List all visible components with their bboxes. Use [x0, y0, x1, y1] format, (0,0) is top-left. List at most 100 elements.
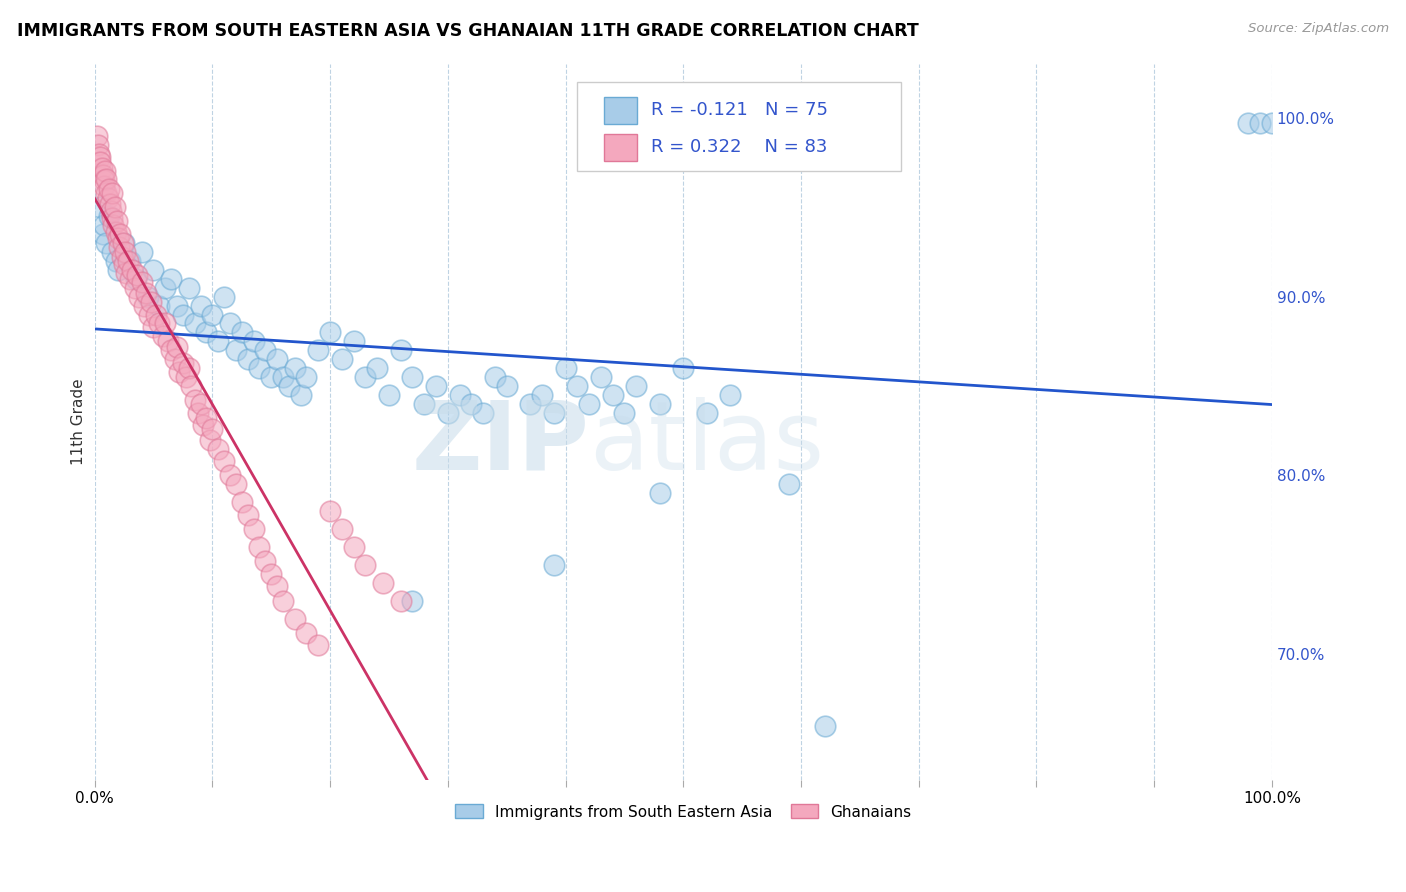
- Point: [1261, 116, 1284, 130]
- Point: [117, 253, 139, 268]
- Point: [97, 182, 120, 196]
- Point: [121, 262, 143, 277]
- Point: [371, 575, 394, 590]
- Point: [91, 168, 114, 182]
- Point: [177, 280, 200, 294]
- Point: [342, 540, 364, 554]
- Point: [101, 244, 124, 259]
- Point: [1249, 116, 1271, 130]
- Point: [115, 266, 138, 280]
- Point: [172, 308, 194, 322]
- Point: [90, 161, 112, 175]
- Point: [93, 173, 115, 187]
- Point: [145, 308, 167, 322]
- Point: [242, 522, 264, 536]
- Point: [266, 352, 288, 367]
- Point: [100, 203, 122, 218]
- Point: [401, 370, 423, 384]
- Point: [105, 214, 128, 228]
- Point: [271, 593, 294, 607]
- Point: [198, 433, 221, 447]
- Point: [135, 286, 157, 301]
- Point: [125, 271, 148, 285]
- Point: [142, 262, 165, 277]
- Point: [136, 290, 159, 304]
- Point: [96, 186, 118, 200]
- Point: [97, 209, 120, 223]
- Point: [128, 290, 150, 304]
- Point: [589, 370, 612, 384]
- Point: [449, 388, 471, 402]
- Point: [613, 406, 636, 420]
- Point: [242, 334, 264, 349]
- Point: [207, 334, 229, 349]
- Point: [91, 227, 114, 241]
- Point: [112, 257, 135, 271]
- Point: [624, 379, 647, 393]
- Point: [271, 370, 294, 384]
- Point: [284, 612, 307, 626]
- Point: [183, 317, 205, 331]
- Point: [342, 334, 364, 349]
- Point: [195, 411, 218, 425]
- Point: [148, 317, 170, 331]
- Point: [96, 171, 118, 186]
- Point: [110, 227, 132, 241]
- Point: [530, 388, 553, 402]
- Point: [436, 406, 458, 420]
- Text: Source: ZipAtlas.com: Source: ZipAtlas.com: [1249, 22, 1389, 36]
- Point: [231, 495, 253, 509]
- Point: [86, 128, 108, 143]
- Point: [219, 468, 242, 483]
- Point: [554, 361, 576, 376]
- Point: [247, 361, 270, 376]
- Point: [225, 477, 247, 491]
- Point: [112, 235, 135, 250]
- Point: [96, 191, 118, 205]
- Point: [254, 343, 277, 358]
- Point: [266, 579, 288, 593]
- Point: [207, 442, 229, 456]
- Point: [118, 271, 141, 285]
- Point: [138, 308, 160, 322]
- Point: [389, 343, 412, 358]
- Point: [578, 397, 600, 411]
- Point: [107, 262, 129, 277]
- Point: [94, 164, 117, 178]
- Point: [307, 639, 329, 653]
- Point: [166, 299, 188, 313]
- Point: [295, 370, 318, 384]
- Point: [155, 317, 177, 331]
- Point: [413, 397, 436, 411]
- Point: [212, 454, 235, 468]
- Point: [89, 200, 111, 214]
- Point: [191, 418, 214, 433]
- Point: [177, 361, 200, 376]
- Point: [290, 388, 312, 402]
- Point: [125, 268, 148, 282]
- Point: [495, 379, 517, 393]
- Point: [460, 397, 482, 411]
- Point: [247, 540, 270, 554]
- Point: [543, 406, 565, 420]
- Point: [330, 522, 353, 536]
- Point: [225, 343, 247, 358]
- FancyBboxPatch shape: [578, 82, 901, 171]
- Point: [389, 593, 412, 607]
- Point: [87, 137, 110, 152]
- Point: [354, 370, 377, 384]
- Point: [236, 352, 259, 367]
- Point: [187, 406, 209, 420]
- Point: [101, 186, 124, 200]
- Point: [602, 388, 624, 402]
- Point: [111, 250, 134, 264]
- Text: R = -0.121   N = 75: R = -0.121 N = 75: [651, 101, 828, 120]
- Point: [139, 295, 162, 310]
- Point: [114, 244, 136, 259]
- Point: [166, 340, 188, 354]
- Point: [142, 320, 165, 334]
- Point: [201, 308, 224, 322]
- Point: [156, 334, 179, 349]
- Point: [93, 218, 115, 232]
- Point: [172, 356, 194, 370]
